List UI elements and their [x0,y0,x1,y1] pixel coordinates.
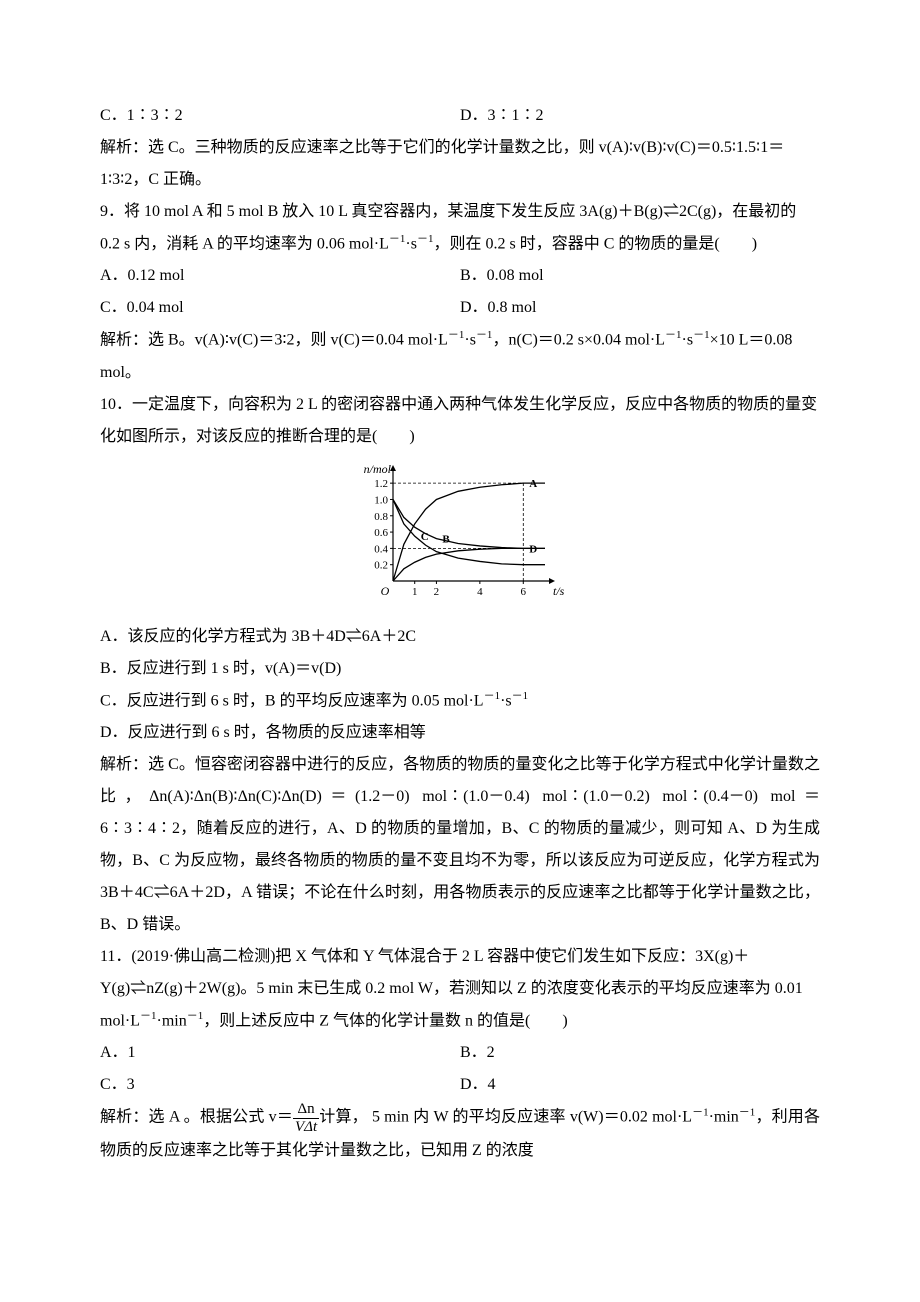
svg-text:1.2: 1.2 [374,478,388,490]
q10-analysis: 解析：选 C。恒容密闭容器中进行的反应，各物质的物质的量变化之比等于化学方程式中… [100,749,820,941]
svg-text:4: 4 [477,586,483,598]
q9-options-row2: C．0.04 mol D．0.8 mol [100,292,820,324]
q9-analysis: 解析：选 B。v(A)∶v(C)＝3∶2，则 v(C)＝0.04 mol·L－1… [100,324,820,388]
svg-text:n/mol: n/mol [364,462,392,476]
svg-text:0.8: 0.8 [374,510,388,522]
q11-analysis: 解析：选 A 。根据公式 v＝ΔnVΔt计算， 5 min 内 W 的平均反应速… [100,1101,820,1167]
svg-text:t/s: t/s [553,584,565,598]
q10-option-a: A．该反应的化学方程式为 3B＋4D⇌6A＋2C [100,621,820,653]
q8-analysis: 解析：选 C。三种物质的反应速率之比等于它们的化学计量数之比，则 v(A)∶v(… [100,132,820,196]
svg-text:6: 6 [521,586,527,598]
svg-text:B: B [442,533,450,545]
fraction: ΔnVΔt [293,1101,319,1135]
q10-option-b: B．反应进行到 1 s 时，v(A)＝v(D) [100,653,820,685]
svg-text:0.6: 0.6 [374,527,388,539]
q9-option-a: A．0.12 mol [100,260,460,292]
q8-options-row2: C．1∶3∶2 D．3∶1∶2 [100,100,820,132]
q8-option-c: C．1∶3∶2 [100,100,460,132]
q11-option-a: A．1 [100,1037,460,1069]
svg-text:1.0: 1.0 [374,494,388,506]
q11-option-b: B．2 [460,1037,820,1069]
q10-option-c: C．反应进行到 6 s 时，B 的平均反应速率为 0.05 mol·L－1·s－… [100,685,820,717]
page: C．1∶3∶2 D．3∶1∶2 解析：选 C。三种物质的反应速率之比等于它们的化… [0,0,920,1227]
q10-stem: 10．一定温度下，向容积为 2 L 的密闭容器中通入两种气体发生化学反应，反应中… [100,389,820,453]
svg-text:2: 2 [434,586,440,598]
q10-chart: 0.2 0.4 0.6 0.8 1.0 1.2 1 2 4 6 A B C Dn/mol t/s O [100,461,820,613]
q9-option-c: C．0.04 mol [100,292,460,324]
q9-option-b: B．0.08 mol [460,260,820,292]
svg-text:1: 1 [412,586,418,598]
q8-option-d: D．3∶1∶2 [460,100,820,132]
q11-option-d: D．4 [460,1069,820,1101]
svg-text:0.4: 0.4 [374,543,388,555]
svg-text:C: C [421,531,429,543]
svg-text:A: A [529,478,537,490]
svg-text:D: D [529,543,537,555]
q11-options-row1: A．1 B．2 [100,1037,820,1069]
q11-option-c: C．3 [100,1069,460,1101]
q9-options-row1: A．0.12 mol B．0.08 mol [100,260,820,292]
q11-options-row2: C．3 D．4 [100,1069,820,1101]
q10-option-d: D．反应进行到 6 s 时，各物质的反应速率相等 [100,717,820,749]
q9-option-d: D．0.8 mol [460,292,820,324]
q9-stem: 9．将 10 mol A 和 5 mol B 放入 10 L 真空容器内，某温度… [100,196,820,260]
svg-text:O: O [381,584,390,598]
svg-text:0.2: 0.2 [374,559,388,571]
q11-stem: 11．(2019·佛山高二检测)把 X 气体和 Y 气体混合于 2 L 容器中使… [100,941,820,1037]
